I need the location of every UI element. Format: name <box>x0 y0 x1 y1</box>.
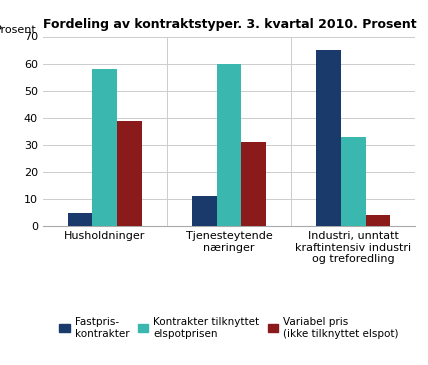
Bar <box>217 64 241 226</box>
Bar <box>241 142 266 226</box>
Text: Fordeling av kontraktstyper. 3. kvartal 2010. Prosent: Fordeling av kontraktstyper. 3. kvartal … <box>43 18 416 31</box>
Bar <box>92 69 117 226</box>
Text: Prosent: Prosent <box>0 24 36 35</box>
Bar <box>117 120 142 226</box>
Bar <box>192 196 217 226</box>
Legend: Fastpris-
kontrakter, Kontrakter tilknyttet
elspotprisen, Variabel pris
(ikke ti: Fastpris- kontrakter, Kontrakter tilknyt… <box>59 317 399 338</box>
Bar <box>316 50 341 226</box>
Bar <box>366 215 390 226</box>
Bar <box>68 213 92 226</box>
Bar <box>341 137 366 226</box>
